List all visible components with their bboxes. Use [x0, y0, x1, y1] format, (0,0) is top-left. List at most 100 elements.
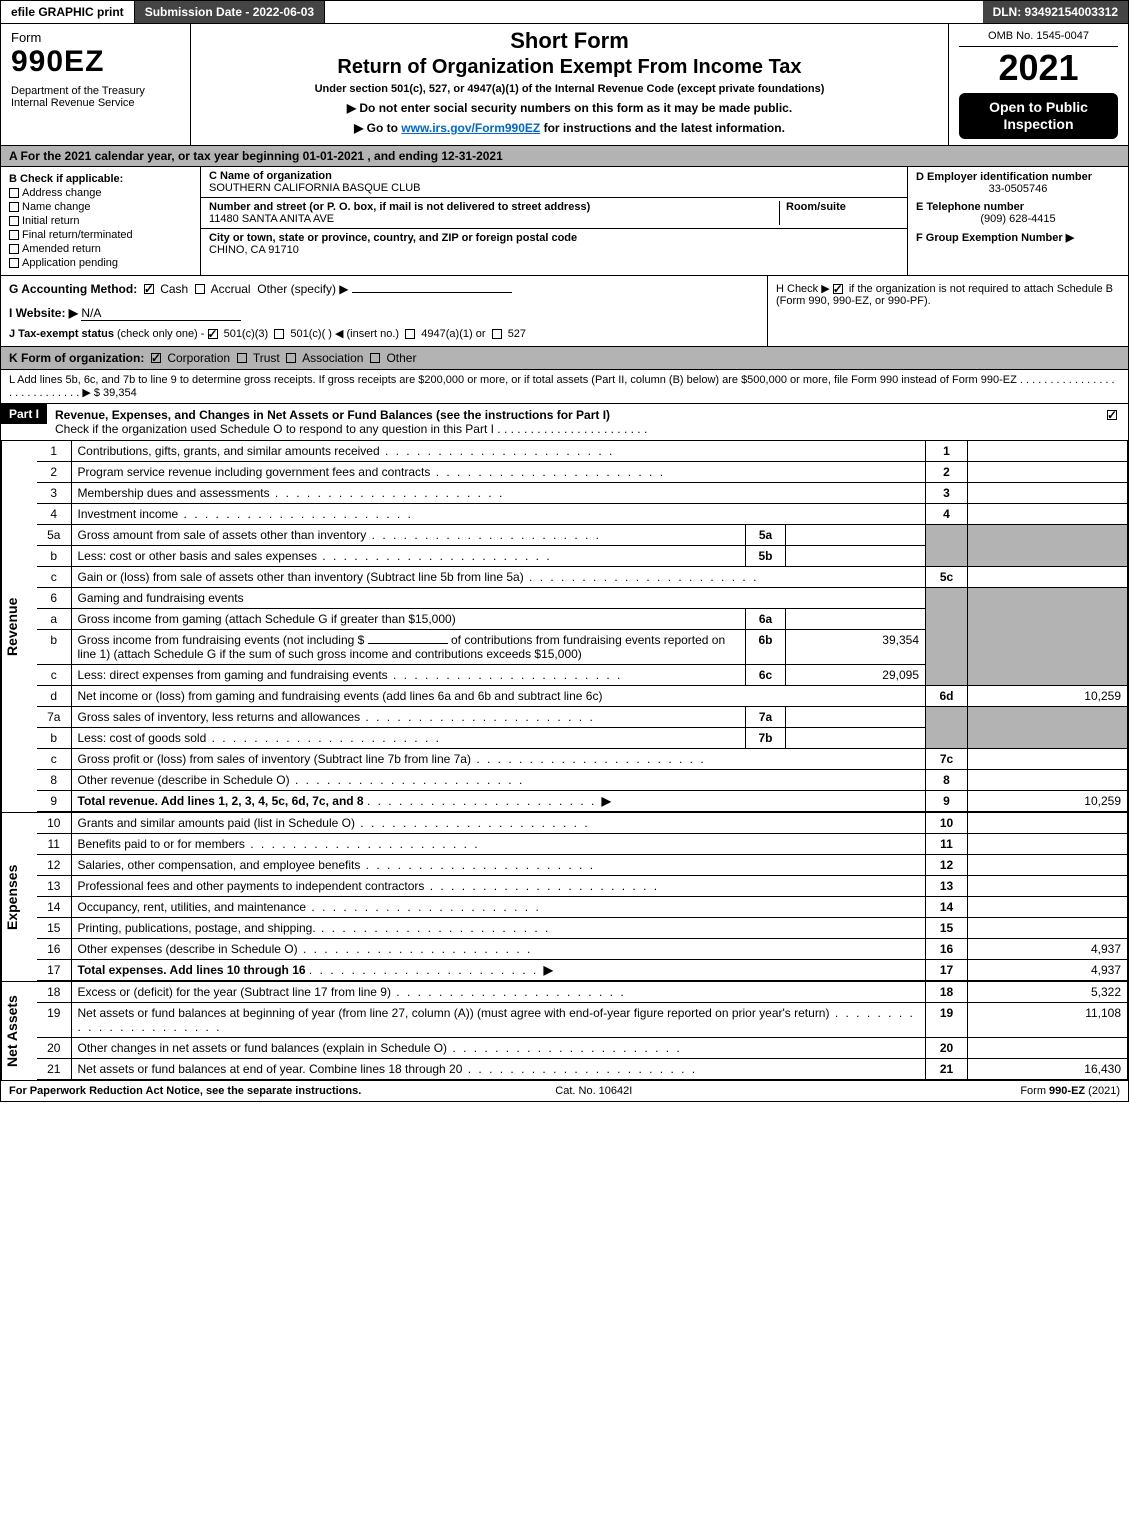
val-9: 10,259	[968, 790, 1128, 811]
line-20: 20Other changes in net assets or fund ba…	[37, 1037, 1128, 1058]
val-18: 5,322	[968, 982, 1128, 1003]
footer-left: For Paperwork Reduction Act Notice, see …	[9, 1085, 361, 1097]
top-bar: efile GRAPHIC print Submission Date - 20…	[0, 0, 1129, 24]
header-center: Short Form Return of Organization Exempt…	[191, 24, 948, 145]
section-h: H Check ▶ if the organization is not req…	[768, 276, 1128, 346]
col-b-checkboxes: B Check if applicable: Address change Na…	[1, 167, 201, 275]
line-15: 15Printing, publications, postage, and s…	[37, 917, 1128, 938]
cb-association[interactable]	[286, 353, 296, 363]
expenses-section: Expenses 10Grants and similar amounts pa…	[0, 813, 1129, 982]
submission-tab: Submission Date - 2022-06-03	[135, 1, 325, 23]
line-8: 8Other revenue (describe in Schedule O)8	[37, 769, 1128, 790]
street-value: 11480 SANTA ANITA AVE	[209, 213, 779, 225]
inst-pre: ▶ Go to	[354, 121, 401, 135]
part-i-title: Revenue, Expenses, and Changes in Net As…	[55, 408, 647, 422]
line-2: 2Program service revenue including gover…	[37, 461, 1128, 482]
section-l: L Add lines 5b, 6c, and 7b to line 9 to …	[0, 370, 1129, 404]
inst-post: for instructions and the latest informat…	[540, 121, 785, 135]
cb-schedule-o-used[interactable]	[1107, 410, 1117, 420]
k-label: K Form of organization:	[9, 351, 144, 365]
cb-application-pending[interactable]: Application pending	[9, 257, 192, 269]
l-text: L Add lines 5b, 6c, and 7b to line 9 to …	[9, 374, 1115, 399]
revenue-section: Revenue 1Contributions, gifts, grants, a…	[0, 441, 1129, 813]
val-6c: 29,095	[786, 664, 926, 685]
g-label: G Accounting Method:	[9, 282, 137, 296]
cb-accrual[interactable]	[195, 284, 205, 294]
header-left: Form 990EZ Department of the Treasury In…	[1, 24, 191, 145]
tel-value: (909) 628-4415	[916, 213, 1120, 225]
line-7c: cGross profit or (loss) from sales of in…	[37, 748, 1128, 769]
line-10: 10Grants and similar amounts paid (list …	[37, 813, 1128, 834]
dln-label: DLN: 93492154003312	[983, 1, 1128, 23]
val-17: 4,937	[968, 959, 1128, 980]
form-number: 990EZ	[11, 45, 180, 79]
cb-name-change[interactable]: Name change	[9, 201, 192, 213]
col-b-label: B Check if applicable:	[9, 173, 192, 185]
efile-tab[interactable]: efile GRAPHIC print	[1, 1, 135, 23]
val-21: 16,430	[968, 1058, 1128, 1079]
cb-527[interactable]	[492, 329, 502, 339]
line-5a: 5aGross amount from sale of assets other…	[37, 524, 1128, 545]
line-16: 16Other expenses (describe in Schedule O…	[37, 938, 1128, 959]
line-1: 1Contributions, gifts, grants, and simil…	[37, 441, 1128, 462]
city-row: City or town, state or province, country…	[201, 229, 907, 259]
net-assets-table: 18Excess or (deficit) for the year (Subt…	[37, 982, 1128, 1080]
title-short-form: Short Form	[201, 28, 938, 54]
irs-link[interactable]: www.irs.gov/Form990EZ	[401, 121, 540, 135]
footer-catalog: Cat. No. 10642I	[555, 1085, 632, 1097]
dept-label: Department of the Treasury Internal Reve…	[11, 85, 180, 109]
line-6d: dNet income or (loss) from gaming and fu…	[37, 685, 1128, 706]
cb-trust[interactable]	[237, 353, 247, 363]
col-d-ids: D Employer identification number 33-0505…	[908, 167, 1128, 275]
cb-corporation[interactable]	[151, 353, 161, 363]
org-name-value: SOUTHERN CALIFORNIA BASQUE CLUB	[209, 182, 899, 194]
omb-number: OMB No. 1545-0047	[959, 30, 1118, 47]
line-3: 3Membership dues and assessments3	[37, 482, 1128, 503]
part-i-check-note: Check if the organization used Schedule …	[55, 422, 647, 436]
line-18: 18Excess or (deficit) for the year (Subt…	[37, 982, 1128, 1003]
j-note: (check only one) -	[117, 328, 204, 340]
line-6: 6Gaming and fundraising events	[37, 587, 1128, 608]
revenue-table: 1Contributions, gifts, grants, and simil…	[37, 441, 1128, 812]
l-amount: 39,354	[103, 387, 137, 399]
instruction-ssn: ▶ Do not enter social security numbers o…	[201, 101, 938, 115]
group-exemption-label: F Group Exemption Number ▶	[916, 231, 1120, 244]
cb-501c3[interactable]	[208, 329, 218, 339]
section-g-h: G Accounting Method: Cash Accrual Other …	[0, 276, 1129, 347]
subtitle: Under section 501(c), 527, or 4947(a)(1)…	[201, 83, 938, 95]
header-right: OMB No. 1545-0047 2021 Open to Public In…	[948, 24, 1128, 145]
line-9: 9Total revenue. Add lines 1, 2, 3, 4, 5c…	[37, 790, 1128, 811]
cb-501c[interactable]	[274, 329, 284, 339]
city-value: CHINO, CA 91710	[209, 244, 899, 256]
city-label: City or town, state or province, country…	[209, 232, 899, 244]
cb-schedule-b-not-required[interactable]	[833, 284, 843, 294]
form-word: Form	[11, 30, 180, 45]
cb-address-change[interactable]: Address change	[9, 187, 192, 199]
cb-other[interactable]	[370, 353, 380, 363]
val-6b: 39,354	[786, 629, 926, 664]
cb-cash[interactable]	[144, 284, 154, 294]
cb-amended-return[interactable]: Amended return	[9, 243, 192, 255]
accounting-method: G Accounting Method: Cash Accrual Other …	[1, 276, 768, 346]
cb-4947[interactable]	[405, 329, 415, 339]
street-label: Number and street (or P. O. box, if mail…	[209, 201, 779, 213]
val-6d: 10,259	[968, 685, 1128, 706]
line-17: 17Total expenses. Add lines 10 through 1…	[37, 959, 1128, 980]
line-13: 13Professional fees and other payments t…	[37, 875, 1128, 896]
website-value: N/A	[81, 306, 241, 321]
section-k: K Form of organization: Corporation Trus…	[0, 347, 1129, 370]
footer-form-ref: Form 990-EZ (2021)	[1020, 1085, 1120, 1097]
street-row: Number and street (or P. O. box, if mail…	[201, 198, 907, 229]
revenue-side-label: Revenue	[1, 441, 37, 812]
cb-final-return[interactable]: Final return/terminated	[9, 229, 192, 241]
line-21: 21Net assets or fund balances at end of …	[37, 1058, 1128, 1079]
open-inspection: Open to Public Inspection	[959, 93, 1118, 139]
line-7a: 7aGross sales of inventory, less returns…	[37, 706, 1128, 727]
ein-label: D Employer identification number	[916, 171, 1120, 183]
cb-initial-return[interactable]: Initial return	[9, 215, 192, 227]
tel-label: E Telephone number	[916, 201, 1120, 213]
expenses-table: 10Grants and similar amounts paid (list …	[37, 813, 1128, 981]
title-return: Return of Organization Exempt From Incom…	[201, 56, 938, 79]
net-assets-section: Net Assets 18Excess or (deficit) for the…	[0, 982, 1129, 1081]
org-name-label: C Name of organization	[209, 170, 899, 182]
